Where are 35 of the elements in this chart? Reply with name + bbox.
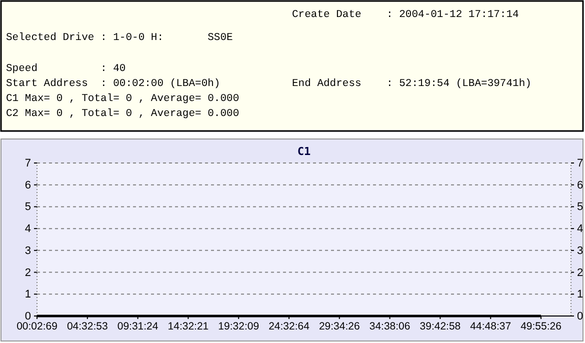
x-tick-label: 44:48:37	[470, 320, 512, 332]
x-tick-label: 49:55:26	[520, 320, 562, 332]
chart-title: C1	[297, 145, 311, 158]
y-tick-label: 0	[24, 310, 31, 323]
text: Selected Drive : 1-0-0 H: SS0E	[6, 32, 233, 44]
y2-tick-label: 6	[577, 179, 584, 192]
x-tick-label: 39:42:58	[420, 320, 461, 332]
x-tick-label: 04:32:53	[66, 320, 108, 332]
text: C1 Max= 0 , Total= 0 , Average= 0.000	[6, 93, 240, 105]
y2-tick-label: 0	[577, 310, 584, 323]
text: Start Address : 00:02:00 (LBA=0h)	[6, 78, 220, 90]
text: Create Date : 2004-01-12 17:17:14	[292, 9, 519, 21]
y2-tick-label: 4	[577, 223, 584, 236]
y-tick-label: 6	[24, 179, 31, 192]
y2-tick-label: 2	[577, 266, 584, 279]
y-tick-label: 5	[24, 201, 31, 214]
y2-tick-label: 5	[577, 201, 584, 214]
x-tick-label: 14:32:21	[168, 320, 209, 332]
y2-tick-label: 1	[577, 288, 584, 301]
y-tick-label: 2	[24, 266, 31, 279]
y-tick-label: 4	[24, 223, 31, 236]
y-tick-label: 3	[24, 244, 31, 257]
y-tick-label: 7	[24, 158, 31, 170]
text: End Address : 52:19:54 (LBA=39741h)	[292, 78, 532, 90]
y2-tick-label: 3	[577, 244, 584, 257]
x-tick-label: 34:38:06	[369, 320, 410, 332]
x-tick-label: 09:31:24	[117, 320, 158, 332]
x-tick-label: 19:32:09	[218, 320, 260, 332]
y-tick-label: 1	[24, 288, 31, 301]
y2-tick-label: 7	[577, 158, 584, 170]
text: C2 Max= 0 , Total= 0 , Average= 0.000	[6, 108, 240, 120]
x-tick-label: 24:32:64	[268, 320, 310, 332]
x-tick-label: 29:34:26	[318, 320, 360, 332]
x-tick-label: 00:02:69	[16, 320, 58, 332]
text: Speed : 40	[6, 63, 126, 75]
